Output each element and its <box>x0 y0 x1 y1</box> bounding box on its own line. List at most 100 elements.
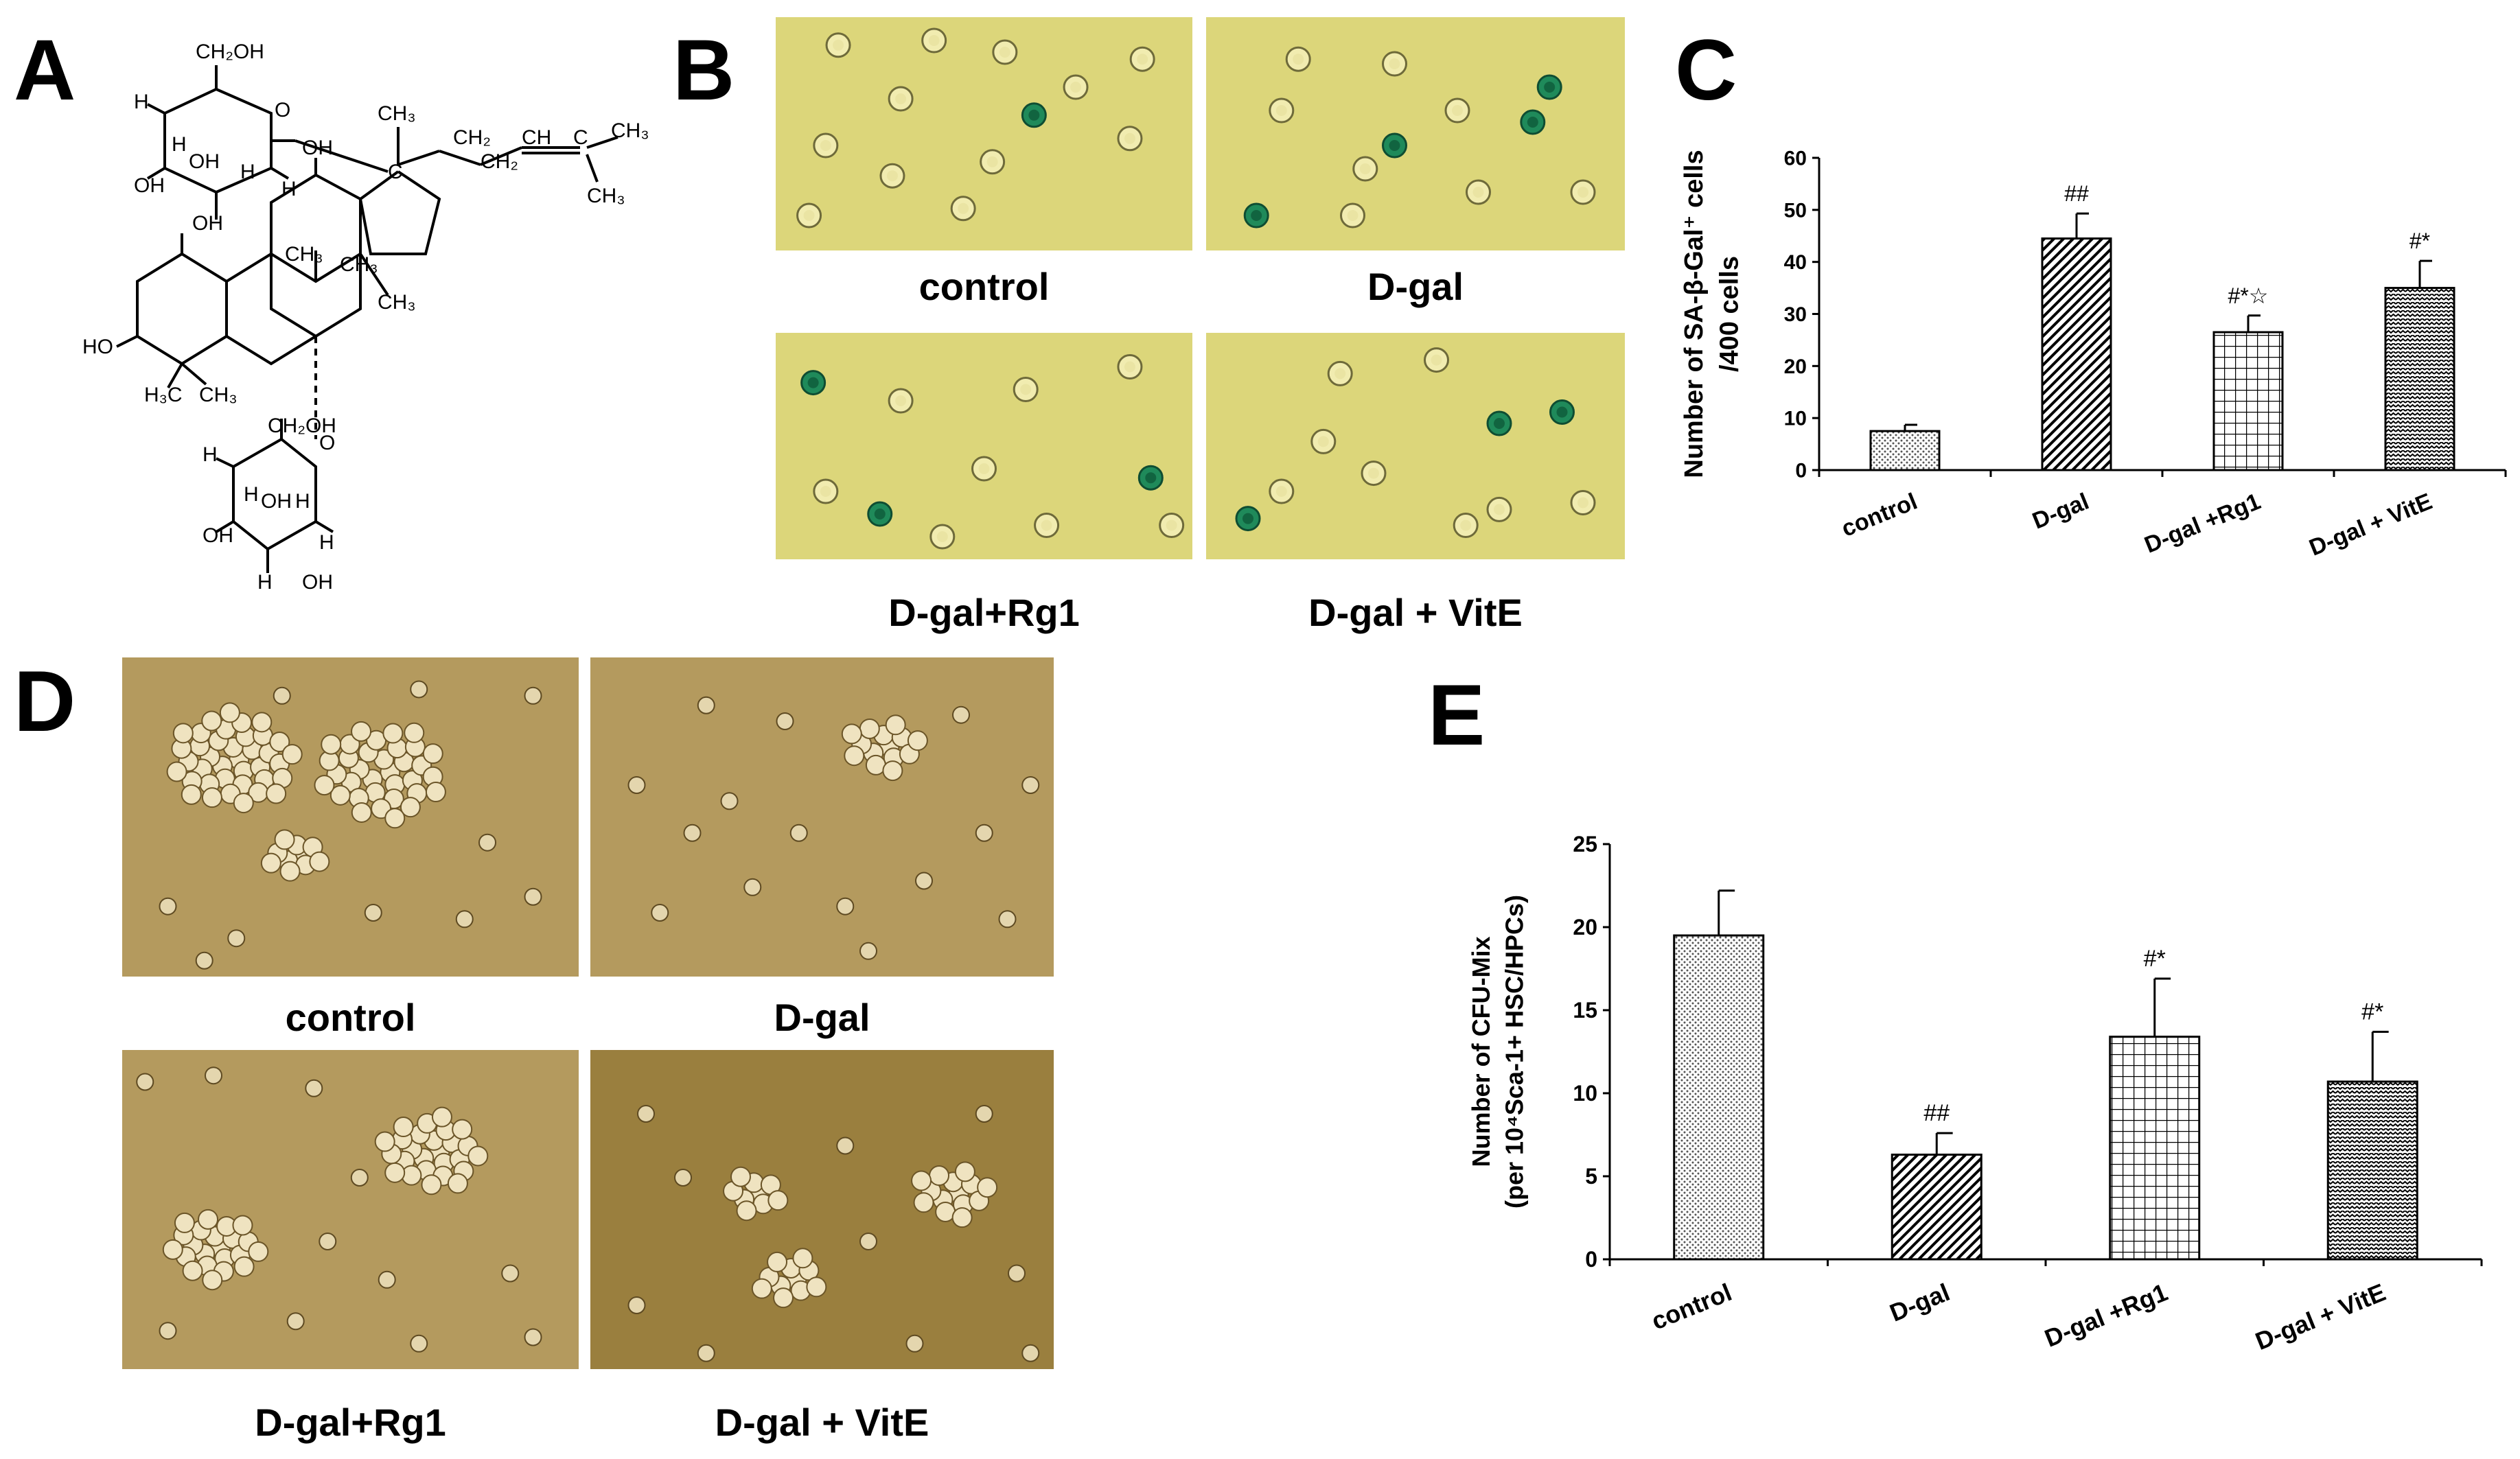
svg-text:HO: HO <box>82 336 113 358</box>
unstained-cell <box>980 149 1006 175</box>
error-bar <box>1718 889 1735 936</box>
unstained-cell <box>1269 478 1295 504</box>
single-cell <box>524 1328 542 1346</box>
single-cell <box>195 951 213 970</box>
y-tick-label: 25 <box>1573 832 1597 856</box>
single-cell <box>410 1334 428 1353</box>
unstained-cell <box>1159 513 1185 538</box>
single-cell <box>915 872 933 890</box>
unstained-cell <box>1570 179 1596 205</box>
svg-text:H: H <box>281 178 297 200</box>
unstained-cell <box>1361 460 1387 487</box>
single-cell <box>524 686 542 705</box>
micrograph-b-dgal <box>1206 17 1625 250</box>
stained-cell <box>1520 109 1546 135</box>
error-bar <box>2075 212 2089 239</box>
single-cell <box>273 686 291 705</box>
micrograph-d-dgal-vite <box>590 1050 1054 1369</box>
micrograph-d-control <box>122 657 579 977</box>
svg-text:OH: OH <box>261 490 292 513</box>
unstained-cell <box>1285 46 1311 72</box>
svg-text:CH₃: CH₃ <box>378 291 416 314</box>
unstained-cell <box>1486 496 1512 522</box>
unstained-cell <box>1117 354 1143 380</box>
single-cell <box>627 1296 646 1314</box>
x-category-label: D-gal +Rg1 <box>2141 489 2265 559</box>
significance-marker: ## <box>1923 1100 1950 1126</box>
svg-text:C: C <box>573 126 588 149</box>
unstained-cell <box>1352 156 1378 182</box>
significance-marker: #* <box>2144 946 2166 972</box>
single-cell <box>205 1066 222 1085</box>
single-cell <box>836 897 855 915</box>
cell-colony <box>723 1166 789 1222</box>
cell-colony <box>260 829 330 882</box>
cell-colony <box>166 702 303 814</box>
stained-cell <box>867 501 893 527</box>
unstained-cell <box>1117 126 1143 152</box>
significance-marker: #* <box>2361 999 2383 1025</box>
bar-d-gal-rg1 <box>2109 1036 2201 1261</box>
cell-colony <box>162 1209 269 1291</box>
single-cell <box>319 1233 337 1250</box>
caption-b-dgal-vite: D-gal + VitE <box>1308 591 1523 634</box>
unstained-cell <box>929 524 956 550</box>
single-cell <box>305 1079 323 1097</box>
svg-text:CH₂: CH₂ <box>481 150 518 173</box>
unstained-cell <box>1570 490 1596 515</box>
svg-text:CH₂: CH₂ <box>453 126 491 149</box>
single-cell <box>859 942 877 960</box>
unstained-cell <box>1340 202 1365 229</box>
y-tick-label: 0 <box>1585 1247 1597 1272</box>
bar-control <box>1673 934 1765 1261</box>
micrograph-background <box>1206 17 1625 250</box>
y-axis-label: (per 10⁴Sca-1+ HSC/HPCs) <box>1501 895 1529 1209</box>
single-cell <box>410 680 428 699</box>
micrograph-background <box>122 657 579 977</box>
unstained-cell <box>888 388 914 414</box>
error-bar <box>2418 259 2432 288</box>
single-cell <box>776 712 794 730</box>
single-cell <box>286 1312 305 1331</box>
unstained-cell <box>813 132 839 159</box>
caption-b-dgal: D-gal <box>1367 265 1464 308</box>
svg-text:H₃C: H₃C <box>144 384 183 406</box>
unstained-cell <box>1424 347 1449 373</box>
unstained-cell <box>1444 97 1470 124</box>
single-cell <box>998 910 1017 929</box>
single-cell <box>501 1264 520 1283</box>
unstained-cell <box>1453 513 1479 538</box>
error-bar <box>2371 1030 2389 1082</box>
single-cell <box>905 1334 924 1353</box>
x-category-label: D-gal + VitE <box>2252 1278 2390 1355</box>
single-cell <box>364 904 382 922</box>
significance-marker: #* <box>2409 229 2430 253</box>
x-category-label: control <box>1648 1278 1735 1335</box>
unstained-cell <box>950 196 976 222</box>
stained-cell <box>1486 410 1512 436</box>
single-cell <box>683 824 702 842</box>
y-axis-label: Number of CFU-Mix <box>1467 937 1495 1167</box>
svg-text:H: H <box>240 161 255 183</box>
y-tick-label: 0 <box>1795 460 1807 482</box>
micrograph-background <box>1206 333 1625 559</box>
x-category-label: D-gal <box>2028 489 2092 535</box>
stained-cell <box>1235 506 1261 532</box>
svg-text:O: O <box>319 432 335 454</box>
unstained-cell <box>813 478 839 504</box>
svg-text:OH: OH <box>302 571 333 590</box>
svg-text:C: C <box>388 161 403 183</box>
single-cell <box>1021 1344 1040 1362</box>
single-cell <box>743 878 762 896</box>
stained-cell <box>800 370 826 396</box>
cell-colony <box>374 1106 489 1195</box>
caption-b-control: control <box>918 265 1050 308</box>
svg-text:CH₃: CH₃ <box>378 102 416 125</box>
svg-text:OH: OH <box>302 137 333 159</box>
bar-control <box>1869 430 1941 471</box>
cell-colony <box>751 1248 827 1309</box>
unstained-cell <box>888 86 914 112</box>
micrograph-d-dgal-rg1 <box>122 1050 579 1369</box>
single-cell <box>350 1169 369 1187</box>
svg-text:H: H <box>257 571 273 590</box>
